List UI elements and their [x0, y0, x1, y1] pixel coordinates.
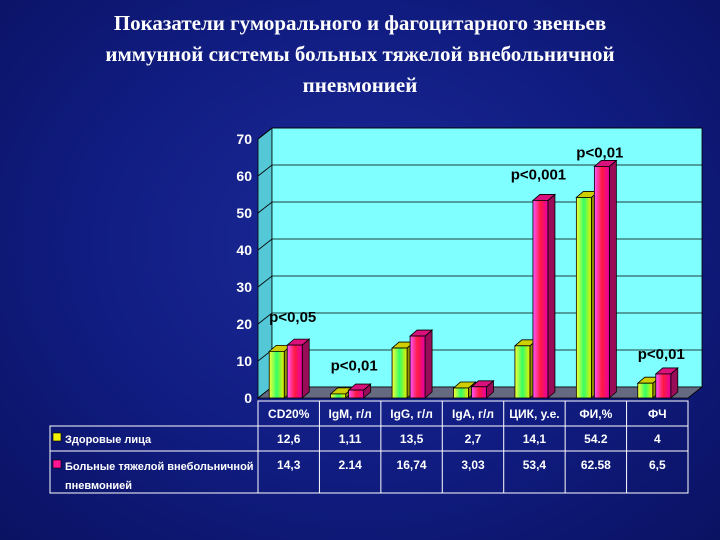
- bar-healthy: [391, 347, 408, 399]
- table-cell-patients: 16,74: [397, 458, 427, 472]
- significance-annotation: p<0,001: [511, 167, 566, 184]
- table-cell-patients: 14,3: [277, 458, 301, 472]
- table-cell-patients: 6,5: [649, 458, 666, 472]
- gridline: [257, 275, 702, 288]
- plot-back-wall: [271, 127, 703, 388]
- table-cell-healthy: 13,5: [400, 432, 424, 446]
- gridline: [257, 164, 702, 177]
- significance-annotation: p<0,01: [576, 145, 623, 162]
- x-category-label: ФЧ: [648, 407, 667, 421]
- bar-healthy: [330, 393, 347, 399]
- bar-patients: [532, 200, 549, 399]
- y-tick-label: 10: [236, 353, 252, 369]
- table-cell-healthy: 4: [654, 432, 661, 446]
- y-tick-label: 50: [236, 205, 252, 221]
- bar-patients: [409, 335, 426, 399]
- bar-healthy: [268, 350, 285, 399]
- legend-key-healthy: [52, 432, 62, 442]
- table-cell-healthy: 14,1: [523, 432, 547, 446]
- bar-patients: [471, 386, 487, 399]
- table-cell-patients: 62.58: [581, 458, 611, 472]
- table-cell-healthy: 1,11: [339, 432, 362, 446]
- bar-patients-side: [301, 338, 310, 399]
- y-tick-label: 60: [236, 168, 252, 184]
- table-cell-patients: 3,03: [461, 458, 485, 472]
- x-category-label: IgM, г/л: [328, 407, 371, 421]
- table-cell-healthy: 2,7: [465, 432, 482, 446]
- y-tick-label: 20: [236, 316, 252, 332]
- gridline: [257, 238, 702, 251]
- bar-patients-side: [424, 329, 433, 399]
- y-tick-label: 30: [236, 279, 252, 295]
- table-cell-healthy: 12,6: [277, 432, 301, 446]
- bar-patients-side: [608, 159, 617, 399]
- bar-patients: [286, 344, 303, 399]
- bar-patients: [655, 373, 672, 399]
- slide-title: Показатели гуморального и фагоцитарного …: [105, 11, 615, 97]
- bar-patients-side: [547, 193, 556, 399]
- significance-annotation: p<0,01: [638, 346, 685, 363]
- table-cell-patients: 53,4: [523, 458, 547, 472]
- y-tick-label: 70: [236, 131, 252, 147]
- x-category-label: ЦИК, у.е.: [509, 407, 559, 421]
- legend-label-patients: Больные тяжелой внебольничной пневмонией: [65, 461, 254, 492]
- legend-key-patients: [52, 459, 62, 469]
- legend-label-healthy: Здоровые лица: [65, 434, 152, 446]
- x-category-label: IgA, г/л: [452, 407, 494, 421]
- gridline: [257, 201, 702, 214]
- table-cell-patients: 2.14: [338, 458, 362, 472]
- table-cell-healthy: 54.2: [584, 432, 608, 446]
- bar-healthy: [637, 382, 654, 399]
- y-tick-label: 40: [236, 242, 252, 258]
- x-category-label: CD20%: [268, 407, 310, 421]
- y-tick-label: 0: [244, 390, 252, 406]
- significance-annotation: p<0,01: [331, 357, 378, 374]
- gridline: [257, 127, 702, 140]
- bar-healthy: [514, 345, 531, 399]
- x-category-label: ФИ,%: [579, 407, 612, 421]
- x-category-label: IgG, г/л: [390, 407, 433, 421]
- bar-healthy: [575, 197, 592, 399]
- significance-annotation: p<0,05: [269, 309, 316, 326]
- gridline: [257, 312, 702, 325]
- bar-patients: [348, 389, 365, 399]
- bar-patients: [593, 166, 610, 399]
- bar-healthy: [453, 387, 469, 399]
